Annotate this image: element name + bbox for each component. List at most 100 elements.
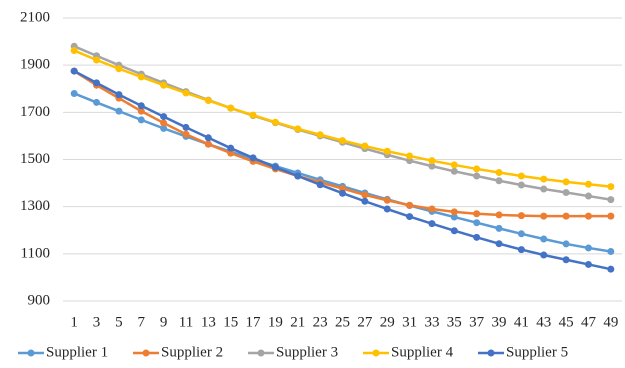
- data-point: [517, 246, 525, 254]
- x-tick-label: 47: [581, 314, 597, 330]
- data-point: [428, 220, 436, 228]
- x-tick-label: 35: [447, 314, 462, 330]
- data-point: [70, 89, 78, 97]
- data-point: [160, 113, 168, 121]
- data-point: [584, 192, 592, 200]
- data-point: [227, 144, 235, 152]
- data-point: [517, 230, 525, 238]
- data-point: [406, 213, 414, 221]
- x-tick-label: 17: [246, 314, 262, 330]
- data-point: [115, 107, 123, 115]
- x-tick-label: 23: [313, 314, 328, 330]
- data-point: [540, 185, 548, 193]
- data-point: [227, 149, 235, 157]
- data-point: [294, 172, 302, 180]
- legend-label: Supplier 1: [46, 344, 108, 360]
- x-tick-label: 29: [380, 314, 395, 330]
- data-point: [383, 147, 391, 155]
- data-point: [562, 189, 570, 197]
- data-point: [495, 177, 503, 185]
- data-point: [607, 265, 615, 273]
- legend-marker: [27, 349, 35, 357]
- x-tick-label: 13: [201, 314, 216, 330]
- legend-marker: [257, 349, 265, 357]
- data-point: [406, 201, 414, 209]
- data-point: [607, 196, 615, 204]
- data-point: [361, 197, 369, 205]
- data-point: [137, 73, 145, 81]
- x-tick-label: 27: [357, 314, 373, 330]
- x-tick-label: 31: [402, 314, 417, 330]
- data-point: [204, 140, 212, 148]
- y-tick-label: 2100: [20, 9, 50, 25]
- legend-marker: [372, 349, 380, 357]
- x-tick-label: 49: [603, 314, 618, 330]
- data-point: [182, 89, 190, 97]
- data-point: [473, 165, 481, 173]
- data-point: [562, 256, 570, 264]
- data-point: [294, 125, 302, 133]
- data-point: [584, 244, 592, 252]
- data-point: [406, 152, 414, 160]
- data-point: [428, 157, 436, 165]
- data-point: [93, 56, 101, 64]
- x-tick-label: 21: [290, 314, 305, 330]
- x-tick-label: 9: [160, 314, 168, 330]
- data-point: [361, 142, 369, 150]
- x-tick-label: 1: [70, 314, 78, 330]
- y-tick-label: 900: [28, 292, 51, 308]
- legend-label: Supplier 4: [391, 344, 454, 360]
- data-point: [584, 212, 592, 220]
- data-point: [271, 118, 279, 126]
- y-tick-label: 1500: [20, 151, 50, 167]
- data-point: [70, 67, 78, 75]
- data-point: [137, 116, 145, 124]
- y-tick-label: 1300: [20, 198, 50, 214]
- y-tick-label: 1100: [21, 245, 50, 261]
- data-point: [70, 47, 78, 55]
- data-point: [93, 79, 101, 87]
- data-point: [540, 175, 548, 183]
- x-tick-label: 3: [93, 314, 101, 330]
- data-point: [383, 205, 391, 213]
- x-tick-label: 15: [223, 314, 238, 330]
- data-point: [316, 181, 324, 189]
- legend-marker: [487, 349, 495, 357]
- x-tick-label: 25: [335, 314, 350, 330]
- x-tick-label: 41: [514, 314, 529, 330]
- data-point: [160, 119, 168, 127]
- data-point: [428, 162, 436, 170]
- data-point: [115, 91, 123, 99]
- data-point: [227, 104, 235, 112]
- data-point: [160, 81, 168, 89]
- data-point: [115, 65, 123, 73]
- data-point: [607, 183, 615, 191]
- legend-label: Supplier 3: [276, 344, 338, 360]
- data-point: [249, 154, 257, 162]
- data-point: [271, 163, 279, 171]
- data-point: [204, 134, 212, 142]
- data-point: [383, 196, 391, 204]
- data-point: [473, 233, 481, 241]
- data-point: [562, 212, 570, 220]
- data-point: [495, 240, 503, 248]
- data-point: [562, 240, 570, 248]
- data-point: [316, 131, 324, 139]
- data-point: [473, 210, 481, 218]
- data-point: [450, 208, 458, 216]
- data-point: [584, 260, 592, 268]
- data-point: [249, 111, 257, 119]
- data-point: [339, 189, 346, 197]
- data-point: [428, 205, 436, 213]
- data-point: [93, 98, 101, 106]
- data-point: [607, 247, 615, 255]
- x-tick-label: 33: [424, 314, 439, 330]
- x-tick-label: 7: [138, 314, 146, 330]
- x-tick-label: 37: [469, 314, 485, 330]
- data-point: [540, 212, 548, 220]
- data-point: [517, 172, 525, 180]
- series-line: [73, 69, 612, 271]
- data-point: [361, 191, 369, 199]
- data-point: [160, 124, 168, 132]
